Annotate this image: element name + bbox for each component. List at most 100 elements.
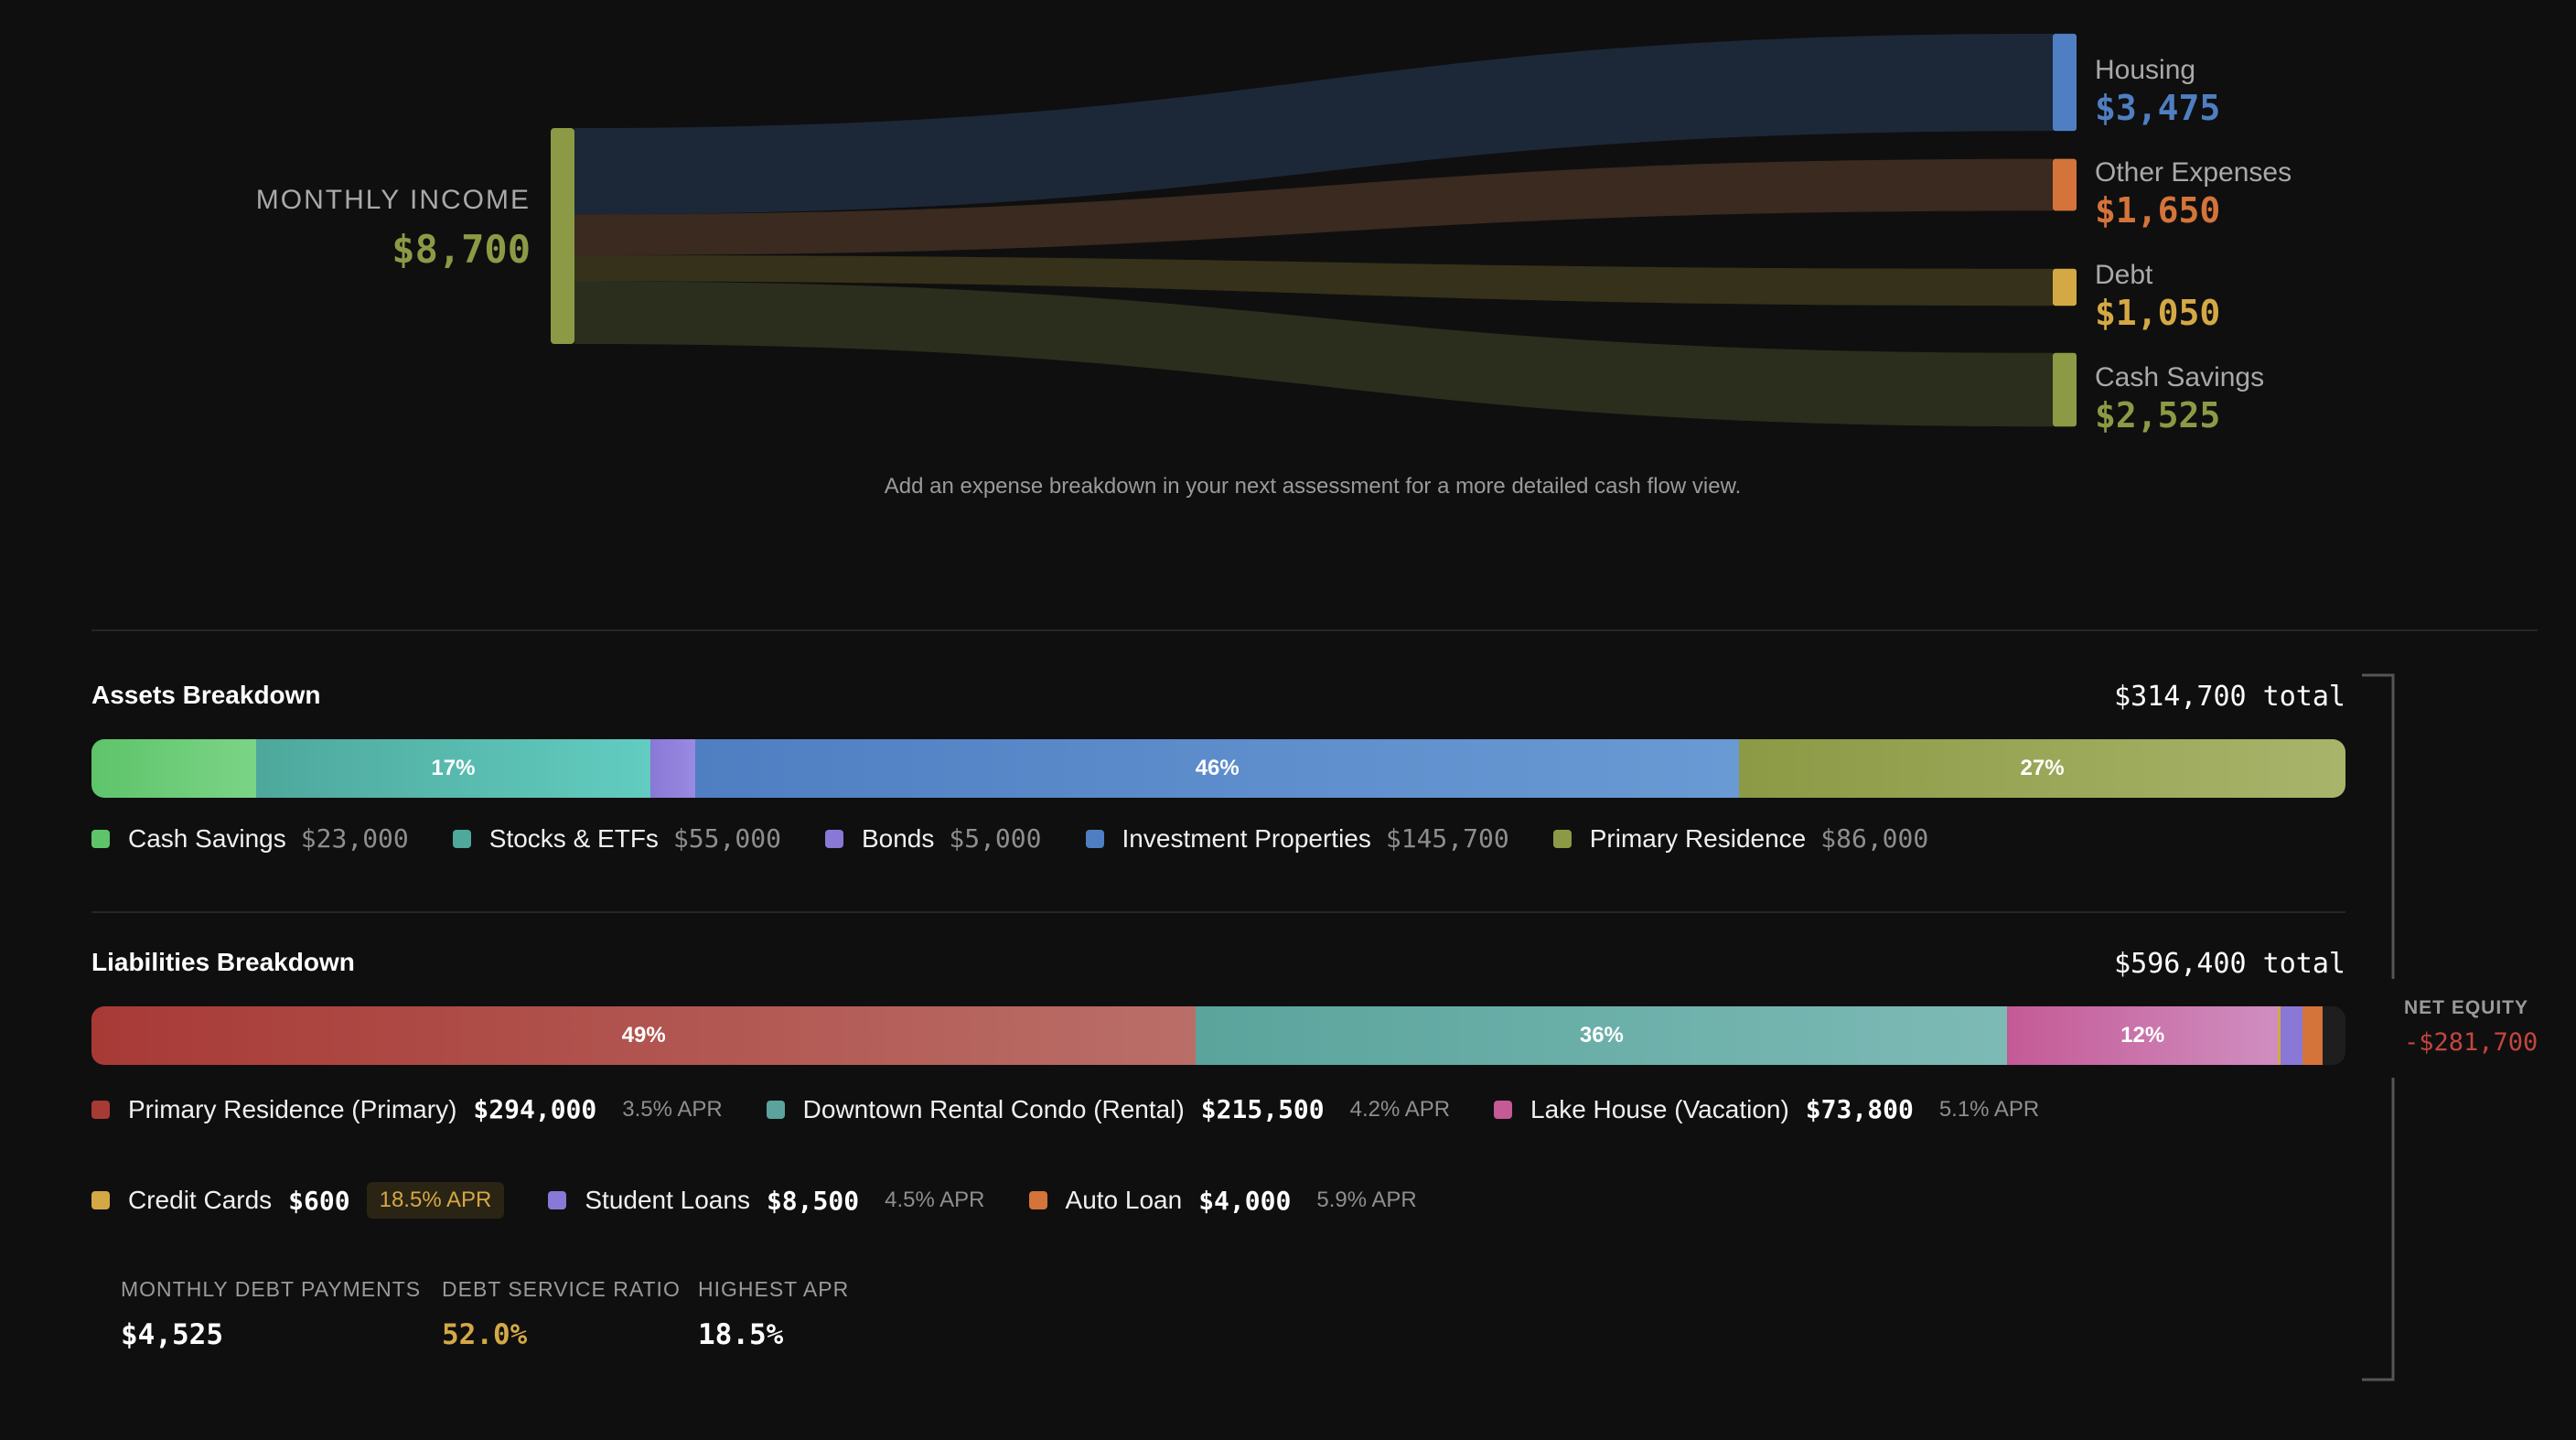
flow-destination-value: $3,475 bbox=[2095, 88, 2221, 128]
legend-item-investment-properties: Investment Properties $145,700 bbox=[1085, 823, 1509, 854]
assets-bar: 17% 46% 27% bbox=[91, 739, 2345, 798]
legend-amount: $4,000 bbox=[1198, 1185, 1292, 1216]
net-equity-label: NET EQUITY bbox=[2404, 997, 2529, 1018]
liabilities-legend-row-1: Primary Residence (Primary) $294,000 3.5… bbox=[91, 1094, 2083, 1124]
legend-item-cash-savings: Cash Savings $23,000 bbox=[91, 823, 409, 854]
flow-band-cash-savings bbox=[574, 281, 2053, 427]
legend-swatch bbox=[1494, 1100, 1513, 1119]
legend-amount: $600 bbox=[288, 1185, 350, 1216]
stat-value: 52.0% bbox=[442, 1318, 528, 1351]
legend-name: Bonds bbox=[861, 823, 935, 853]
legend-name: Student Loans bbox=[585, 1186, 750, 1214]
stat-highest-apr: HIGHEST APR 18.5% bbox=[698, 1277, 849, 1351]
flow-destination-housing: Housing $3,475 bbox=[2095, 55, 2220, 128]
flow-destination-cash-savings: Cash Savings $2,525 bbox=[2095, 362, 2264, 435]
legend-name: Primary Residence (Primary) bbox=[128, 1094, 457, 1123]
flow-node-cash-savings bbox=[2053, 352, 2077, 427]
cash-flow-sankey bbox=[551, 33, 2077, 427]
assets-legend: Cash Savings $23,000 Stocks & ETFs $55,0… bbox=[91, 823, 1972, 854]
bar-segment-investment-properties: 46% bbox=[695, 739, 1740, 798]
bar-segment-student-loans bbox=[2280, 1006, 2303, 1065]
flow-band-housing bbox=[574, 33, 2053, 215]
legend-item-primary-residence-loan: Primary Residence (Primary) $294,000 3.5… bbox=[91, 1094, 723, 1124]
liabilities-legend-row-2: Credit Cards $600 18.5% APR Student Loan… bbox=[91, 1182, 1461, 1219]
legend-name: Primary Residence bbox=[1589, 823, 1807, 853]
net-equity-bracket bbox=[2362, 673, 2395, 1381]
stat-label: HIGHEST APR bbox=[698, 1277, 850, 1301]
apr-badge: 4.2% APR bbox=[1349, 1096, 1451, 1122]
apr-badge-highlight: 18.5% APR bbox=[366, 1182, 505, 1219]
bar-segment-downtown-rental-condo-rental: 36% bbox=[1196, 1006, 2008, 1065]
monthly-income-label: MONTHLY INCOME bbox=[255, 185, 531, 215]
flow-destination-name: Other Expenses bbox=[2095, 157, 2292, 188]
legend-amount: $73,800 bbox=[1805, 1094, 1914, 1124]
legend-name: Investment Properties bbox=[1122, 823, 1371, 853]
legend-name: Auto Loan bbox=[1065, 1186, 1183, 1214]
legend-amount: $5,000 bbox=[949, 823, 1042, 854]
bar-segment-lake-house-vacation: 12% bbox=[2007, 1006, 2279, 1065]
flow-destination-value: $1,650 bbox=[2095, 190, 2221, 231]
legend-item-downtown-rental-condo: Downtown Rental Condo (Rental) $215,500 … bbox=[766, 1094, 1451, 1124]
legend-item-lake-house: Lake House (Vacation) $73,800 5.1% APR bbox=[1494, 1094, 2039, 1124]
legend-swatch bbox=[452, 829, 471, 848]
legend-swatch bbox=[91, 1191, 110, 1209]
legend-amount: $23,000 bbox=[300, 823, 409, 854]
legend-amount: $55,000 bbox=[672, 823, 781, 854]
flow-note: Add an expense breakdown in your next as… bbox=[884, 474, 1742, 499]
legend-amount: $145,700 bbox=[1385, 823, 1509, 854]
legend-swatch bbox=[766, 1100, 785, 1119]
flow-node-other-expenses bbox=[2053, 158, 2077, 211]
monthly-income-value: $8,700 bbox=[392, 227, 531, 272]
flow-destination-name: Housing bbox=[2095, 55, 2196, 85]
income-node bbox=[551, 128, 574, 344]
legend-item-credit-cards: Credit Cards $600 18.5% APR bbox=[91, 1182, 505, 1219]
bar-segment-stocks-etfs: 17% bbox=[255, 739, 651, 798]
stat-value: $4,525 bbox=[121, 1318, 223, 1351]
legend-name: Cash Savings bbox=[128, 823, 286, 853]
legend-amount: $86,000 bbox=[1820, 823, 1929, 854]
legend-amount: $294,000 bbox=[473, 1094, 597, 1124]
apr-badge: 4.5% APR bbox=[885, 1187, 985, 1212]
legend-name: Stocks & ETFs bbox=[488, 823, 659, 853]
flow-band-other-expenses bbox=[574, 158, 2053, 256]
legend-swatch bbox=[1028, 1191, 1047, 1209]
flow-destination-debt: Debt $1,050 bbox=[2095, 260, 2220, 333]
apr-badge: 5.9% APR bbox=[1316, 1187, 1417, 1212]
legend-name: Credit Cards bbox=[128, 1186, 273, 1214]
bar-segment-cash-savings bbox=[91, 739, 256, 798]
liabilities-total: $596,400 total bbox=[2114, 948, 2345, 980]
legend-swatch bbox=[91, 829, 110, 848]
stat-label: MONTHLY DEBT PAYMENTS bbox=[121, 1277, 422, 1301]
apr-badge: 5.1% APR bbox=[1938, 1096, 2040, 1122]
legend-amount: $8,500 bbox=[766, 1185, 860, 1216]
flow-destination-name: Cash Savings bbox=[2095, 362, 2265, 392]
flow-destination-other-expenses: Other Expenses $1,650 bbox=[2095, 157, 2292, 231]
stat-debt-service-ratio: DEBT SERVICE RATIO 52.0% bbox=[442, 1277, 681, 1351]
legend-item-bonds: Bonds $5,000 bbox=[824, 823, 1042, 854]
flow-destination-name: Debt bbox=[2095, 260, 2153, 290]
bar-segment-auto-loan bbox=[2302, 1006, 2324, 1065]
stat-label: DEBT SERVICE RATIO bbox=[442, 1277, 681, 1301]
bar-segment-bonds bbox=[650, 739, 696, 798]
stat-value: 18.5% bbox=[698, 1318, 784, 1351]
section-divider bbox=[91, 629, 2538, 631]
legend-amount: $215,500 bbox=[1200, 1094, 1325, 1124]
assets-title: Assets Breakdown bbox=[91, 681, 321, 709]
legend-swatch bbox=[824, 829, 843, 848]
bar-segment-primary-residence: 27% bbox=[1739, 739, 2345, 798]
liabilities-bar: 49% 36% 12% bbox=[91, 1006, 2345, 1065]
net-equity-value: -$281,700 bbox=[2404, 1028, 2538, 1057]
liabilities-title: Liabilities Breakdown bbox=[91, 948, 355, 976]
legend-item-stocks-etfs: Stocks & ETFs $55,000 bbox=[452, 823, 781, 854]
legend-swatch bbox=[91, 1100, 110, 1119]
flow-band-debt bbox=[574, 255, 2053, 306]
flow-node-housing bbox=[2053, 33, 2077, 132]
legend-name: Downtown Rental Condo (Rental) bbox=[802, 1094, 1185, 1123]
legend-swatch bbox=[548, 1191, 567, 1209]
apr-badge: 3.5% APR bbox=[622, 1096, 723, 1122]
bar-segment-primary-residence-primary: 49% bbox=[91, 1006, 1197, 1065]
stat-monthly-debt-payments: MONTHLY DEBT PAYMENTS $4,525 bbox=[121, 1277, 421, 1351]
legend-swatch bbox=[1552, 829, 1572, 848]
legend-item-auto-loan: Auto Loan $4,000 5.9% APR bbox=[1028, 1185, 1417, 1216]
legend-item-primary-residence: Primary Residence $86,000 bbox=[1552, 823, 1929, 854]
